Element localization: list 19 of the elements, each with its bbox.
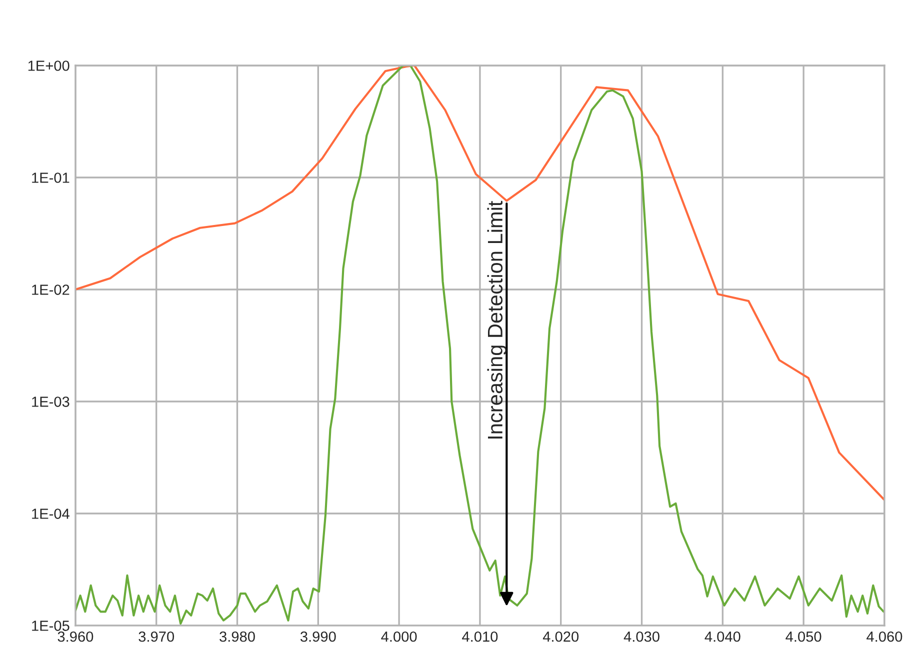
y-tick-label: 1E-04	[32, 508, 70, 519]
annotation: Increasing Detection Limit	[487, 200, 507, 439]
x-tick-label: 3.990	[300, 631, 336, 642]
x-tick-label: 4.040	[704, 631, 740, 642]
x-tick-label: 4.030	[624, 631, 660, 642]
y-tick-label: 1E-01	[32, 172, 70, 183]
x-tick-label: 3.960	[58, 631, 94, 642]
x-tick-label: 4.020	[542, 631, 579, 642]
x-tick-label: 4.000	[381, 631, 417, 642]
x-tick-label: 4.010	[462, 631, 498, 642]
x-tick-label: 3.970	[138, 631, 174, 642]
x-tick-label: 4.050	[786, 631, 822, 642]
x-tick-label: 3.980	[220, 631, 255, 642]
y-tick-label: 1E-03	[32, 396, 70, 407]
line-series	[75, 66, 884, 625]
x-tick-label: 4.060	[866, 631, 902, 642]
y-tick-label: 1E-05	[32, 620, 70, 631]
y-tick-label: 1E+00	[28, 60, 70, 71]
y-tick-label: 1E-02	[32, 284, 70, 295]
